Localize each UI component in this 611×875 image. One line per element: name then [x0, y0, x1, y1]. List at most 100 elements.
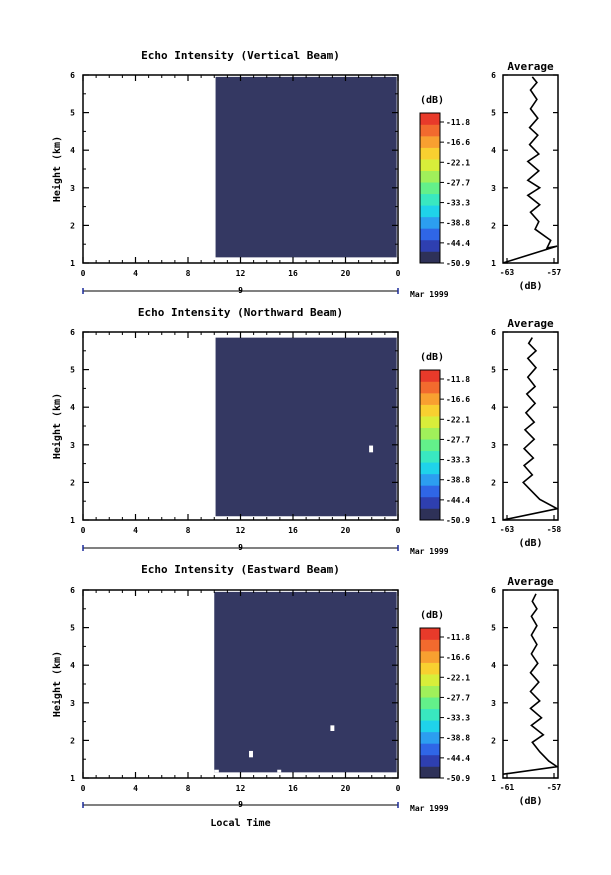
colorbar-segment: [420, 193, 440, 206]
panel-title: Echo Intensity (Vertical Beam): [141, 49, 340, 62]
colorbar-label: -44.4: [446, 754, 470, 763]
x-tick-label: 0: [81, 269, 86, 278]
avg-x-tick-label: -63: [500, 268, 515, 277]
colorbar-segment: [420, 674, 440, 686]
colorbar-label: -44.4: [446, 496, 470, 505]
avg-y-tick-label: 1: [491, 259, 496, 268]
panel-1: Echo Intensity (Vertical Beam)0 4 8 12 16 20 0…: [51, 49, 561, 299]
date-day-label: 9: [238, 286, 243, 295]
colorbar-segment: [420, 462, 440, 475]
data-gap-4: [214, 769, 219, 773]
avg-x-tick-label: -58: [547, 525, 562, 534]
x-tick-label: 20: [341, 784, 351, 793]
y-tick-label: 4: [70, 403, 75, 412]
data-gap-2: [330, 725, 335, 731]
panel-title: Echo Intensity (Northward Beam): [138, 306, 343, 319]
colorbar-segment: [420, 113, 440, 125]
colorbar-label: -27.7: [446, 693, 470, 702]
colorbar-segment: [420, 439, 440, 452]
colorbar-segment: [420, 381, 440, 394]
x-tick-label: 0: [396, 526, 401, 535]
colorbar-segment: [420, 708, 440, 721]
x-tick-label: 16: [288, 269, 298, 278]
panel-2: Echo Intensity (Northward Beam)0 4 8 12 16 20…: [51, 306, 561, 556]
avg-x-tick-label: -63: [500, 525, 515, 534]
average-profile-line: [503, 76, 558, 263]
average-title: Average: [507, 60, 554, 73]
date-month-label: Mar 1999: [410, 547, 449, 556]
colorbar-label: -11.8: [446, 118, 470, 127]
colorbar-label: -22.1: [446, 673, 470, 682]
colorbar-segment: [420, 697, 440, 710]
avg-y-tick-label: 2: [491, 736, 496, 745]
panel-title: Echo Intensity (Eastward Beam): [141, 563, 340, 576]
x-tick-label: 20: [341, 526, 351, 535]
x-tick-label: 12: [236, 269, 246, 278]
x-tick-label: 0: [81, 784, 86, 793]
colorbar-segment: [420, 416, 440, 428]
colorbar-segment: [420, 508, 440, 521]
colorbar-segment: [420, 754, 440, 767]
avg-y-tick-label: 4: [491, 661, 496, 670]
colorbar-segment: [420, 651, 440, 663]
colorbar-segment: [420, 427, 440, 440]
date-month-label: Mar 1999: [410, 804, 449, 813]
colorbar-segment: [420, 662, 440, 675]
colorbar-segment: [420, 404, 440, 417]
average-profile: Average 1 2 3 4 5 6 -63 -57 (dB): [491, 60, 561, 292]
x-tick-label: 0: [81, 526, 86, 535]
average-frame: [502, 589, 559, 779]
date-day-label: 9: [238, 543, 243, 552]
x-tick-label: 12: [236, 526, 246, 535]
avg-y-tick-label: 6: [491, 71, 496, 80]
avg-x-axis-label: (dB): [518, 796, 542, 807]
data-gap-1: [249, 750, 253, 758]
colorbar-unit: (dB): [420, 95, 444, 106]
colorbar-segment: [420, 731, 440, 744]
average-frame: [502, 331, 559, 521]
colorbar-segment: [420, 147, 440, 160]
avg-y-tick-label: 4: [491, 403, 496, 412]
colorbar-label: -44.4: [446, 239, 470, 248]
y-tick-label: 3: [70, 184, 75, 193]
data-gap-1: [369, 445, 374, 453]
x-tick-label: 0: [396, 784, 401, 793]
echo-data-region: [215, 337, 397, 517]
average-title: Average: [507, 317, 554, 330]
colorbar-segment: [420, 170, 440, 183]
avg-y-tick-label: 5: [491, 624, 496, 633]
colorbar-label: -33.3: [446, 199, 470, 208]
colorbar-label: -38.8: [446, 219, 470, 228]
colorbar-segment: [420, 216, 440, 229]
y-tick-label: 1: [70, 774, 75, 783]
colorbar-label: -27.7: [446, 178, 470, 187]
panel-3: Echo Intensity (Eastward Beam)0 4 8 12 16 20 0…: [51, 563, 561, 829]
y-tick-label: 3: [70, 699, 75, 708]
colorbar-segment: [420, 136, 440, 148]
date-month-label: Mar 1999: [410, 290, 449, 299]
average-profile: Average 1 2 3 4 5 6 -63 -58 (dB): [491, 317, 561, 549]
avg-x-tick-label: -61: [500, 783, 515, 792]
avg-x-axis-label: (dB): [518, 281, 542, 292]
avg-y-tick-label: 5: [491, 366, 496, 375]
y-tick-label: 5: [70, 366, 75, 375]
y-tick-label: 1: [70, 259, 75, 268]
avg-y-tick-label: 4: [491, 146, 496, 155]
y-tick-label: 4: [70, 661, 75, 670]
colorbar-segment: [420, 485, 440, 498]
avg-y-tick-label: 3: [491, 699, 496, 708]
colorbar-label: -38.8: [446, 734, 470, 743]
x-tick-label: 4: [133, 784, 138, 793]
echo-data-region: [214, 591, 397, 773]
data-gap-3: [277, 769, 282, 773]
colorbar-label: -16.6: [446, 395, 470, 404]
avg-x-axis-label: (dB): [518, 538, 542, 549]
colorbar-segment: [420, 124, 440, 137]
colorbar-segment: [420, 639, 440, 652]
colorbar-frame: [419, 369, 441, 521]
colorbar-frame: [419, 627, 441, 779]
x-tick-label: 4: [133, 526, 138, 535]
x-tick-label: 12: [236, 784, 246, 793]
avg-y-tick-label: 3: [491, 441, 496, 450]
colorbar-label: -50.9: [446, 516, 470, 525]
